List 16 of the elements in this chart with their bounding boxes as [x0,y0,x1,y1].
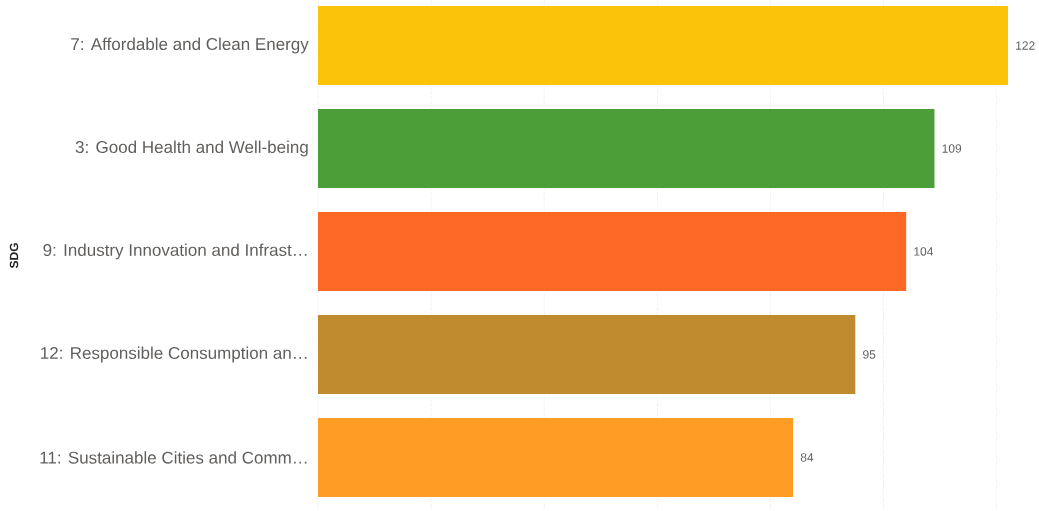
y-tick-label: 11: Sustainable Cities and Comm… [40,451,307,464]
bar [318,6,1008,86]
y-axis-title: SDG [9,243,19,269]
y-tick-label: 9: Industry Innovation and Infrast… [43,243,307,260]
data-label: 122 [1016,41,1035,50]
bar [318,314,856,394]
bar [318,109,935,188]
y-tick-label: 3: Good Health and Well-being [75,140,308,157]
bar [318,417,794,497]
bar [318,211,907,291]
data-label: 84 [800,453,814,462]
data-label: 104 [914,247,934,256]
y-tick-label: 12: Responsible Consumption an… [41,346,307,363]
y-tick-label: 7: Affordable and Clean Energy [71,37,309,54]
data-label: 109 [942,144,962,153]
data-label: 95 [863,350,876,359]
